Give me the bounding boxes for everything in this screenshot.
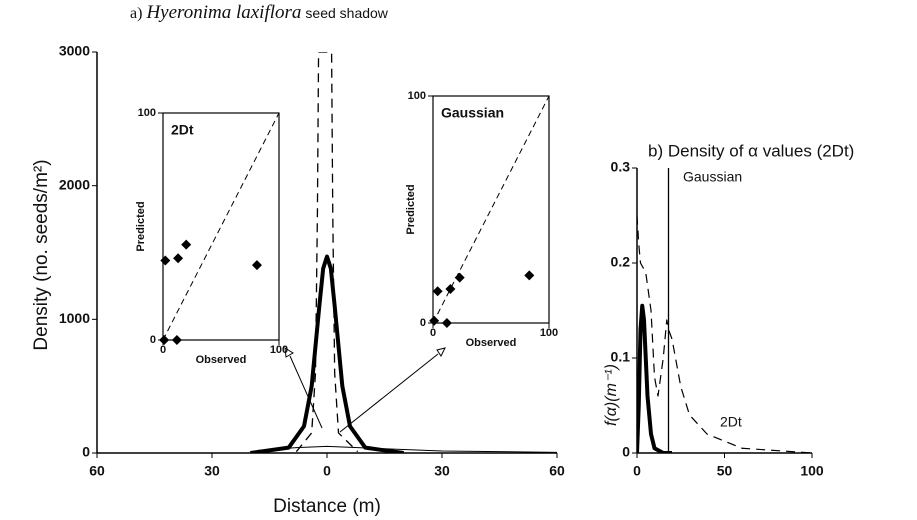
- y-tick-label: 3000: [59, 43, 90, 59]
- data-point: [173, 253, 184, 264]
- y-tick-label: 100: [138, 107, 156, 119]
- data-point: [181, 239, 192, 250]
- x-tick-label: 30: [204, 463, 220, 479]
- inset-x-label: Observed: [466, 337, 517, 349]
- title-rest: seed shadow: [305, 5, 388, 21]
- inset-y-label: Predicted: [405, 184, 417, 234]
- species: Hyeronima laxiflora: [145, 2, 301, 23]
- y-tick-label: 0.1: [611, 349, 631, 365]
- series-line: [637, 303, 672, 453]
- arrows: [284, 347, 446, 433]
- data-point: [429, 315, 440, 326]
- series-line: [295, 52, 359, 453]
- panel: 0 100 0 100 Gaussian Observed Predicted: [405, 90, 558, 349]
- inset-title: 2Dt: [171, 122, 194, 138]
- x-tick-label: 0: [160, 344, 166, 356]
- y-tick-label: 1000: [59, 310, 90, 326]
- x-tick-label: 60: [549, 463, 565, 479]
- inset-y-label: Predicted: [135, 201, 147, 251]
- arrow: [289, 355, 323, 429]
- data-point: [160, 255, 171, 266]
- panel: 0 100 0 100 2Dt Observed Predicted: [135, 107, 288, 366]
- y-axis-label: Density (no. seeds/m²): [31, 159, 52, 350]
- panel-label: a): [130, 5, 142, 22]
- data-point: [524, 270, 535, 281]
- panel-a-title: a) Hyeronima laxiflora seed shadow: [130, 2, 389, 23]
- x-tick-label: 60: [89, 463, 105, 479]
- arrow-head: [436, 347, 446, 357]
- panel-b-y-label: f(α)(m⁻¹): [603, 364, 620, 426]
- data-point: [171, 335, 182, 345]
- inset-frame: [162, 112, 280, 341]
- x-tick-label: 0: [323, 463, 331, 479]
- panel: 0 0.1 0.2 0.3 0 50 100: [611, 159, 824, 479]
- data-point: [454, 272, 465, 283]
- one-to-one-line: [162, 112, 280, 341]
- y-tick-label: 0: [420, 317, 426, 329]
- data-point: [441, 318, 452, 328]
- data-point: [445, 283, 456, 294]
- arrow-head: [284, 347, 294, 358]
- y-tick-label: 100: [408, 90, 426, 102]
- x-tick-label: 30: [434, 463, 450, 479]
- x-tick-label: 50: [717, 463, 733, 479]
- data-point: [251, 260, 262, 271]
- y-tick-label: 0: [622, 444, 630, 460]
- series-line: [250, 254, 404, 453]
- x-tick-label: 100: [270, 344, 288, 356]
- inset-x-label: Observed: [196, 354, 247, 366]
- x-tick-label: 0: [633, 463, 641, 479]
- data-point: [159, 335, 170, 345]
- inset-title: Gaussian: [441, 105, 504, 121]
- panel-b-title: b) Density of α values (2Dt): [648, 141, 854, 160]
- series-line: [637, 215, 812, 453]
- y-tick-label: 0: [150, 334, 156, 346]
- y-tick-label: 2000: [59, 176, 90, 192]
- x-tick-label: 0: [430, 327, 436, 339]
- one-to-one-line: [432, 95, 550, 324]
- x-axis-label: Distance (m): [273, 496, 381, 517]
- y-tick-label: 0.2: [611, 254, 631, 270]
- x-tick-label: 100: [800, 463, 824, 479]
- series-line: [257, 445, 557, 453]
- x-tick-label: 100: [540, 327, 558, 339]
- annotation: 2Dt: [720, 414, 742, 430]
- annotation: Gaussian: [683, 169, 742, 185]
- y-tick-label: 0.3: [611, 159, 631, 175]
- arrow: [339, 353, 439, 433]
- data-point: [432, 286, 443, 297]
- y-tick-label: 0: [82, 444, 90, 460]
